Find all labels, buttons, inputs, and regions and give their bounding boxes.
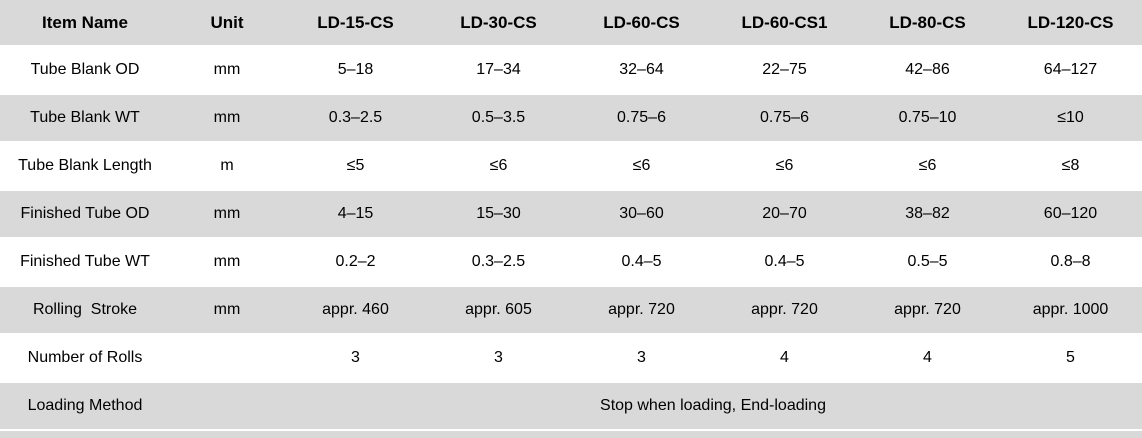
value-cell: ≤6 (570, 142, 713, 191)
value-cell: 0.4–5 (570, 238, 713, 287)
value-cell: 22–75 (713, 46, 856, 95)
table-row-tube-blank-wt: Tube Blank WT mm 0.3–2.5 0.5–3.5 0.75–6 … (0, 94, 1142, 143)
column-header-ld-15-cs: LD-15-CS (284, 0, 427, 47)
value-cell: 3 (427, 334, 570, 383)
unit-cell (170, 334, 284, 383)
value-cell: 15–30 (427, 190, 570, 239)
value-cell: 5–18 (284, 46, 427, 95)
column-header-ld-60-cs1: LD-60-CS1 (713, 0, 856, 47)
unit-cell: mm (170, 190, 284, 239)
table-row-finished-tube-od: Finished Tube OD mm 4–15 15–30 30–60 20–… (0, 190, 1142, 239)
value-cell: 0.75–10 (856, 94, 999, 143)
value-cell: 0.4–5 (713, 238, 856, 287)
table-row-tube-blank-od: Tube Blank OD mm 5–18 17–34 32–64 22–75 … (0, 46, 1142, 95)
value-cell: 5 (999, 334, 1142, 383)
value-cell: 0.3–2.5 (427, 238, 570, 287)
value-cell: 0.8–8 (999, 238, 1142, 287)
value-cell: 0.2–2 (284, 238, 427, 287)
unit-cell: mm (170, 46, 284, 95)
value-cell: 0.5–3.5 (427, 94, 570, 143)
value-cell: 4–15 (284, 190, 427, 239)
column-header-ld-120-cs: LD-120-CS (999, 0, 1142, 47)
value-cell: appr. 605 (427, 286, 570, 335)
value-cell: 3 (570, 334, 713, 383)
value-cell: appr. 720 (856, 286, 999, 335)
value-cell: 64–127 (999, 46, 1142, 95)
column-header-ld-80-cs: LD-80-CS (856, 0, 999, 47)
column-header-unit: Unit (170, 0, 284, 47)
value-cell: 17–34 (427, 46, 570, 95)
header-row: Item Name Unit LD-15-CS LD-30-CS LD-60-C… (0, 0, 1142, 47)
value-cell: 42–86 (856, 46, 999, 95)
item-name-cell: Tube Blank OD (0, 46, 170, 95)
value-cell: 3 (284, 334, 427, 383)
value-cell: appr. 720 (570, 286, 713, 335)
value-cell: 32–64 (570, 46, 713, 95)
unit-cell (170, 382, 284, 431)
value-cell: appr. 720 (713, 286, 856, 335)
value-cell: ≤6 (427, 142, 570, 191)
value-cell: 4 (856, 334, 999, 383)
value-cell: 0.75–6 (570, 94, 713, 143)
value-cell: appr. 1000 (999, 286, 1142, 335)
value-cell: 38–82 (856, 190, 999, 239)
value-cell: 60–120 (999, 190, 1142, 239)
unit-cell: m (170, 142, 284, 191)
table-row-tube-blank-length: Tube Blank Length m ≤5 ≤6 ≤6 ≤6 ≤6 ≤8 (0, 142, 1142, 191)
value-cell: ≤6 (856, 142, 999, 191)
unit-cell: mm (170, 286, 284, 335)
item-name-cell: Tube Blank WT (0, 94, 170, 143)
item-name-cell: Tube Blank Length (0, 142, 170, 191)
loading-method-value-cell: Stop when loading, End-loading (284, 382, 1142, 431)
table-row-rolling-stroke: Rolling Stroke mm appr. 460 appr. 605 ap… (0, 286, 1142, 335)
value-cell: appr. 460 (284, 286, 427, 335)
value-cell: 4 (713, 334, 856, 383)
value-cell: 0.5–5 (856, 238, 999, 287)
value-cell: 20–70 (713, 190, 856, 239)
item-name-cell: Loading Method (0, 382, 170, 431)
column-header-ld-60-cs: LD-60-CS (570, 0, 713, 47)
value-cell: ≤6 (713, 142, 856, 191)
value-cell: ≤5 (284, 142, 427, 191)
table-row-finished-tube-wt: Finished Tube WT mm 0.2–2 0.3–2.5 0.4–5 … (0, 238, 1142, 287)
table-row-loading-method: Loading Method Stop when loading, End-lo… (0, 382, 1142, 431)
value-cell: ≤8 (999, 142, 1142, 191)
item-name-cell: Rolling Stroke (0, 286, 170, 335)
bottom-strip (0, 431, 1142, 438)
column-header-item-name: Item Name (0, 0, 170, 47)
item-name-cell: Finished Tube WT (0, 238, 170, 287)
value-cell: ≤10 (999, 94, 1142, 143)
value-cell: 0.75–6 (713, 94, 856, 143)
item-name-cell: Number of Rolls (0, 334, 170, 383)
value-cell: 0.3–2.5 (284, 94, 427, 143)
table-row-number-of-rolls: Number of Rolls 3 3 3 4 4 5 (0, 334, 1142, 383)
unit-cell: mm (170, 238, 284, 287)
value-cell: 30–60 (570, 190, 713, 239)
unit-cell: mm (170, 94, 284, 143)
column-header-ld-30-cs: LD-30-CS (427, 0, 570, 47)
item-name-cell: Finished Tube OD (0, 190, 170, 239)
